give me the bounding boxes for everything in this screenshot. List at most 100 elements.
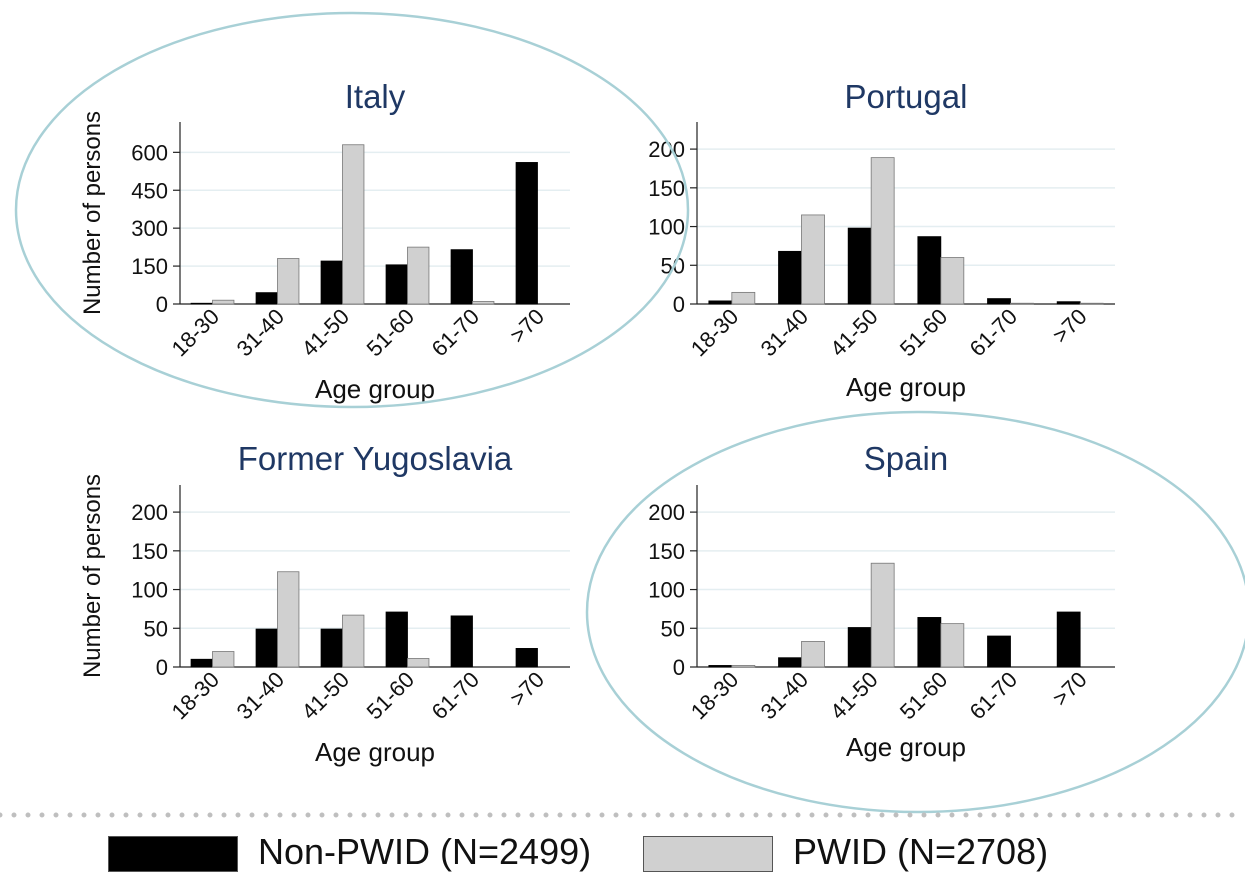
x-tick-label: 41-50 [297, 667, 354, 724]
y-tick-label: 150 [648, 176, 685, 201]
legend-swatch-non-pwid [108, 836, 238, 872]
x-tick-label: 61-70 [427, 304, 484, 361]
bar-pwid-51-60 [407, 658, 430, 668]
y-tick-label: 50 [661, 616, 685, 641]
bar-pwid->70 [1079, 302, 1104, 305]
bar-pwid-41-50 [870, 562, 895, 668]
y-tick-label: 0 [156, 292, 168, 317]
x-tick-label: 41-50 [825, 667, 882, 724]
y-axis-label: Number of persons [79, 111, 106, 315]
bar-non-pwid-61-70 [450, 615, 473, 668]
y-tick-label: 50 [661, 253, 685, 278]
bar-pwid-18-30 [731, 291, 756, 305]
bar-non-pwid-18-30 [190, 658, 213, 668]
legend-label-non-pwid: Non-PWID (N=2499) [258, 831, 592, 872]
y-tick-label: 200 [131, 500, 168, 525]
legend-swatch-pwid [643, 836, 773, 872]
bar-non-pwid-61-70 [987, 635, 1011, 668]
y-tick-label: 100 [648, 578, 685, 603]
chart-title: Former Yugoslavia [238, 440, 513, 477]
highlight-ellipses [14, 11, 1245, 814]
x-tick-label: >70 [1048, 304, 1092, 348]
x-tick-label: 51-60 [895, 667, 952, 724]
bar-non-pwid-51-60 [917, 236, 942, 305]
bar-pwid-61-70 [472, 301, 495, 305]
x-tick-label: 31-40 [232, 667, 289, 724]
bar-pwid-18-30 [731, 665, 756, 668]
bar-pwid-31-40 [277, 258, 300, 305]
bar-pwid-51-60 [940, 623, 965, 668]
bar-pwid-41-50 [342, 144, 365, 305]
highlight-ellipse [585, 410, 1245, 814]
y-tick-label: 100 [131, 578, 168, 603]
legend: Non-PWID (N=2499) PWID (N=2708) [0, 828, 1245, 872]
x-tick-label: >70 [1048, 667, 1092, 711]
x-tick-label: 51-60 [362, 667, 419, 724]
x-tick-label: 18-30 [686, 304, 743, 361]
bar-pwid-51-60 [940, 257, 965, 305]
chart-title: Italy [345, 78, 406, 115]
bar-pwid-51-60 [407, 246, 430, 305]
bar-pwid-41-50 [870, 157, 895, 305]
bar-pwid-41-50 [342, 614, 365, 668]
bar-non-pwid-41-50 [320, 260, 343, 305]
x-tick-label: 18-30 [167, 667, 224, 724]
bar-non-pwid-18-30 [708, 665, 733, 668]
x-tick-label: >70 [505, 667, 549, 711]
x-tick-label: 41-50 [297, 304, 354, 361]
x-axis-label: Age group [846, 372, 966, 402]
bar-non-pwid-51-60 [385, 264, 408, 305]
x-tick-label: 51-60 [362, 304, 419, 361]
bar-non-pwid-61-70 [987, 298, 1011, 305]
y-tick-label: 600 [131, 140, 168, 165]
bar-non-pwid-61-70 [450, 249, 473, 305]
bar-pwid-18-30 [212, 651, 235, 668]
bar-pwid-31-40 [277, 571, 300, 668]
y-tick-label: 0 [673, 292, 685, 317]
x-tick-label: 61-70 [965, 667, 1022, 724]
chart-title: Portugal [845, 78, 968, 115]
x-tick-label: 51-60 [895, 304, 952, 361]
x-axis-label: Age group [315, 374, 435, 404]
bar-pwid-18-30 [212, 299, 235, 305]
x-tick-label: 18-30 [686, 667, 743, 724]
x-axis-label: Age group [315, 737, 435, 767]
chart-panel-1: 0 150 300 450 600 18-30 31-40 41-50 51-60 61-70 >7… [79, 78, 570, 404]
y-tick-label: 300 [131, 216, 168, 241]
y-tick-label: 200 [648, 500, 685, 525]
y-tick-label: 450 [131, 178, 168, 203]
x-tick-label: 31-40 [756, 667, 813, 724]
x-tick-label: 61-70 [965, 304, 1022, 361]
y-tick-label: 50 [144, 616, 168, 641]
legend-label-pwid: PWID (N=2708) [793, 831, 1049, 872]
bar-non-pwid->70 [515, 648, 538, 668]
bar-non-pwid-31-40 [255, 628, 278, 668]
x-tick-label: 18-30 [167, 304, 224, 361]
bar-non-pwid-18-30 [190, 302, 213, 305]
bar-non-pwid->70 [1056, 301, 1081, 305]
x-tick-label: >70 [505, 304, 549, 348]
x-tick-label: 41-50 [825, 304, 882, 361]
bar-pwid-31-40 [801, 641, 825, 668]
bar-non-pwid->70 [515, 162, 538, 305]
x-tick-label: 61-70 [427, 667, 484, 724]
y-tick-label: 100 [648, 215, 685, 240]
y-axis-label: Number of persons [79, 474, 106, 678]
y-tick-label: 150 [131, 254, 168, 279]
bar-non-pwid-51-60 [917, 617, 942, 668]
bar-pwid-31-40 [801, 214, 825, 305]
bar-non-pwid-51-60 [385, 611, 408, 668]
y-tick-label: 0 [673, 655, 685, 680]
x-axis-label: Age group [846, 732, 966, 762]
y-tick-label: 150 [131, 539, 168, 564]
x-tick-label: 31-40 [756, 304, 813, 361]
chart-panel-4: 0 50 100 150 200 18-30 31-40 41-50 51-60 61-70 >70… [648, 440, 1115, 762]
bar-non-pwid->70 [1056, 611, 1081, 668]
y-tick-label: 150 [648, 539, 685, 564]
chart-title: Spain [864, 440, 948, 477]
bar-non-pwid-41-50 [320, 628, 343, 668]
y-tick-label: 0 [156, 655, 168, 680]
bar-non-pwid-31-40 [255, 292, 278, 305]
